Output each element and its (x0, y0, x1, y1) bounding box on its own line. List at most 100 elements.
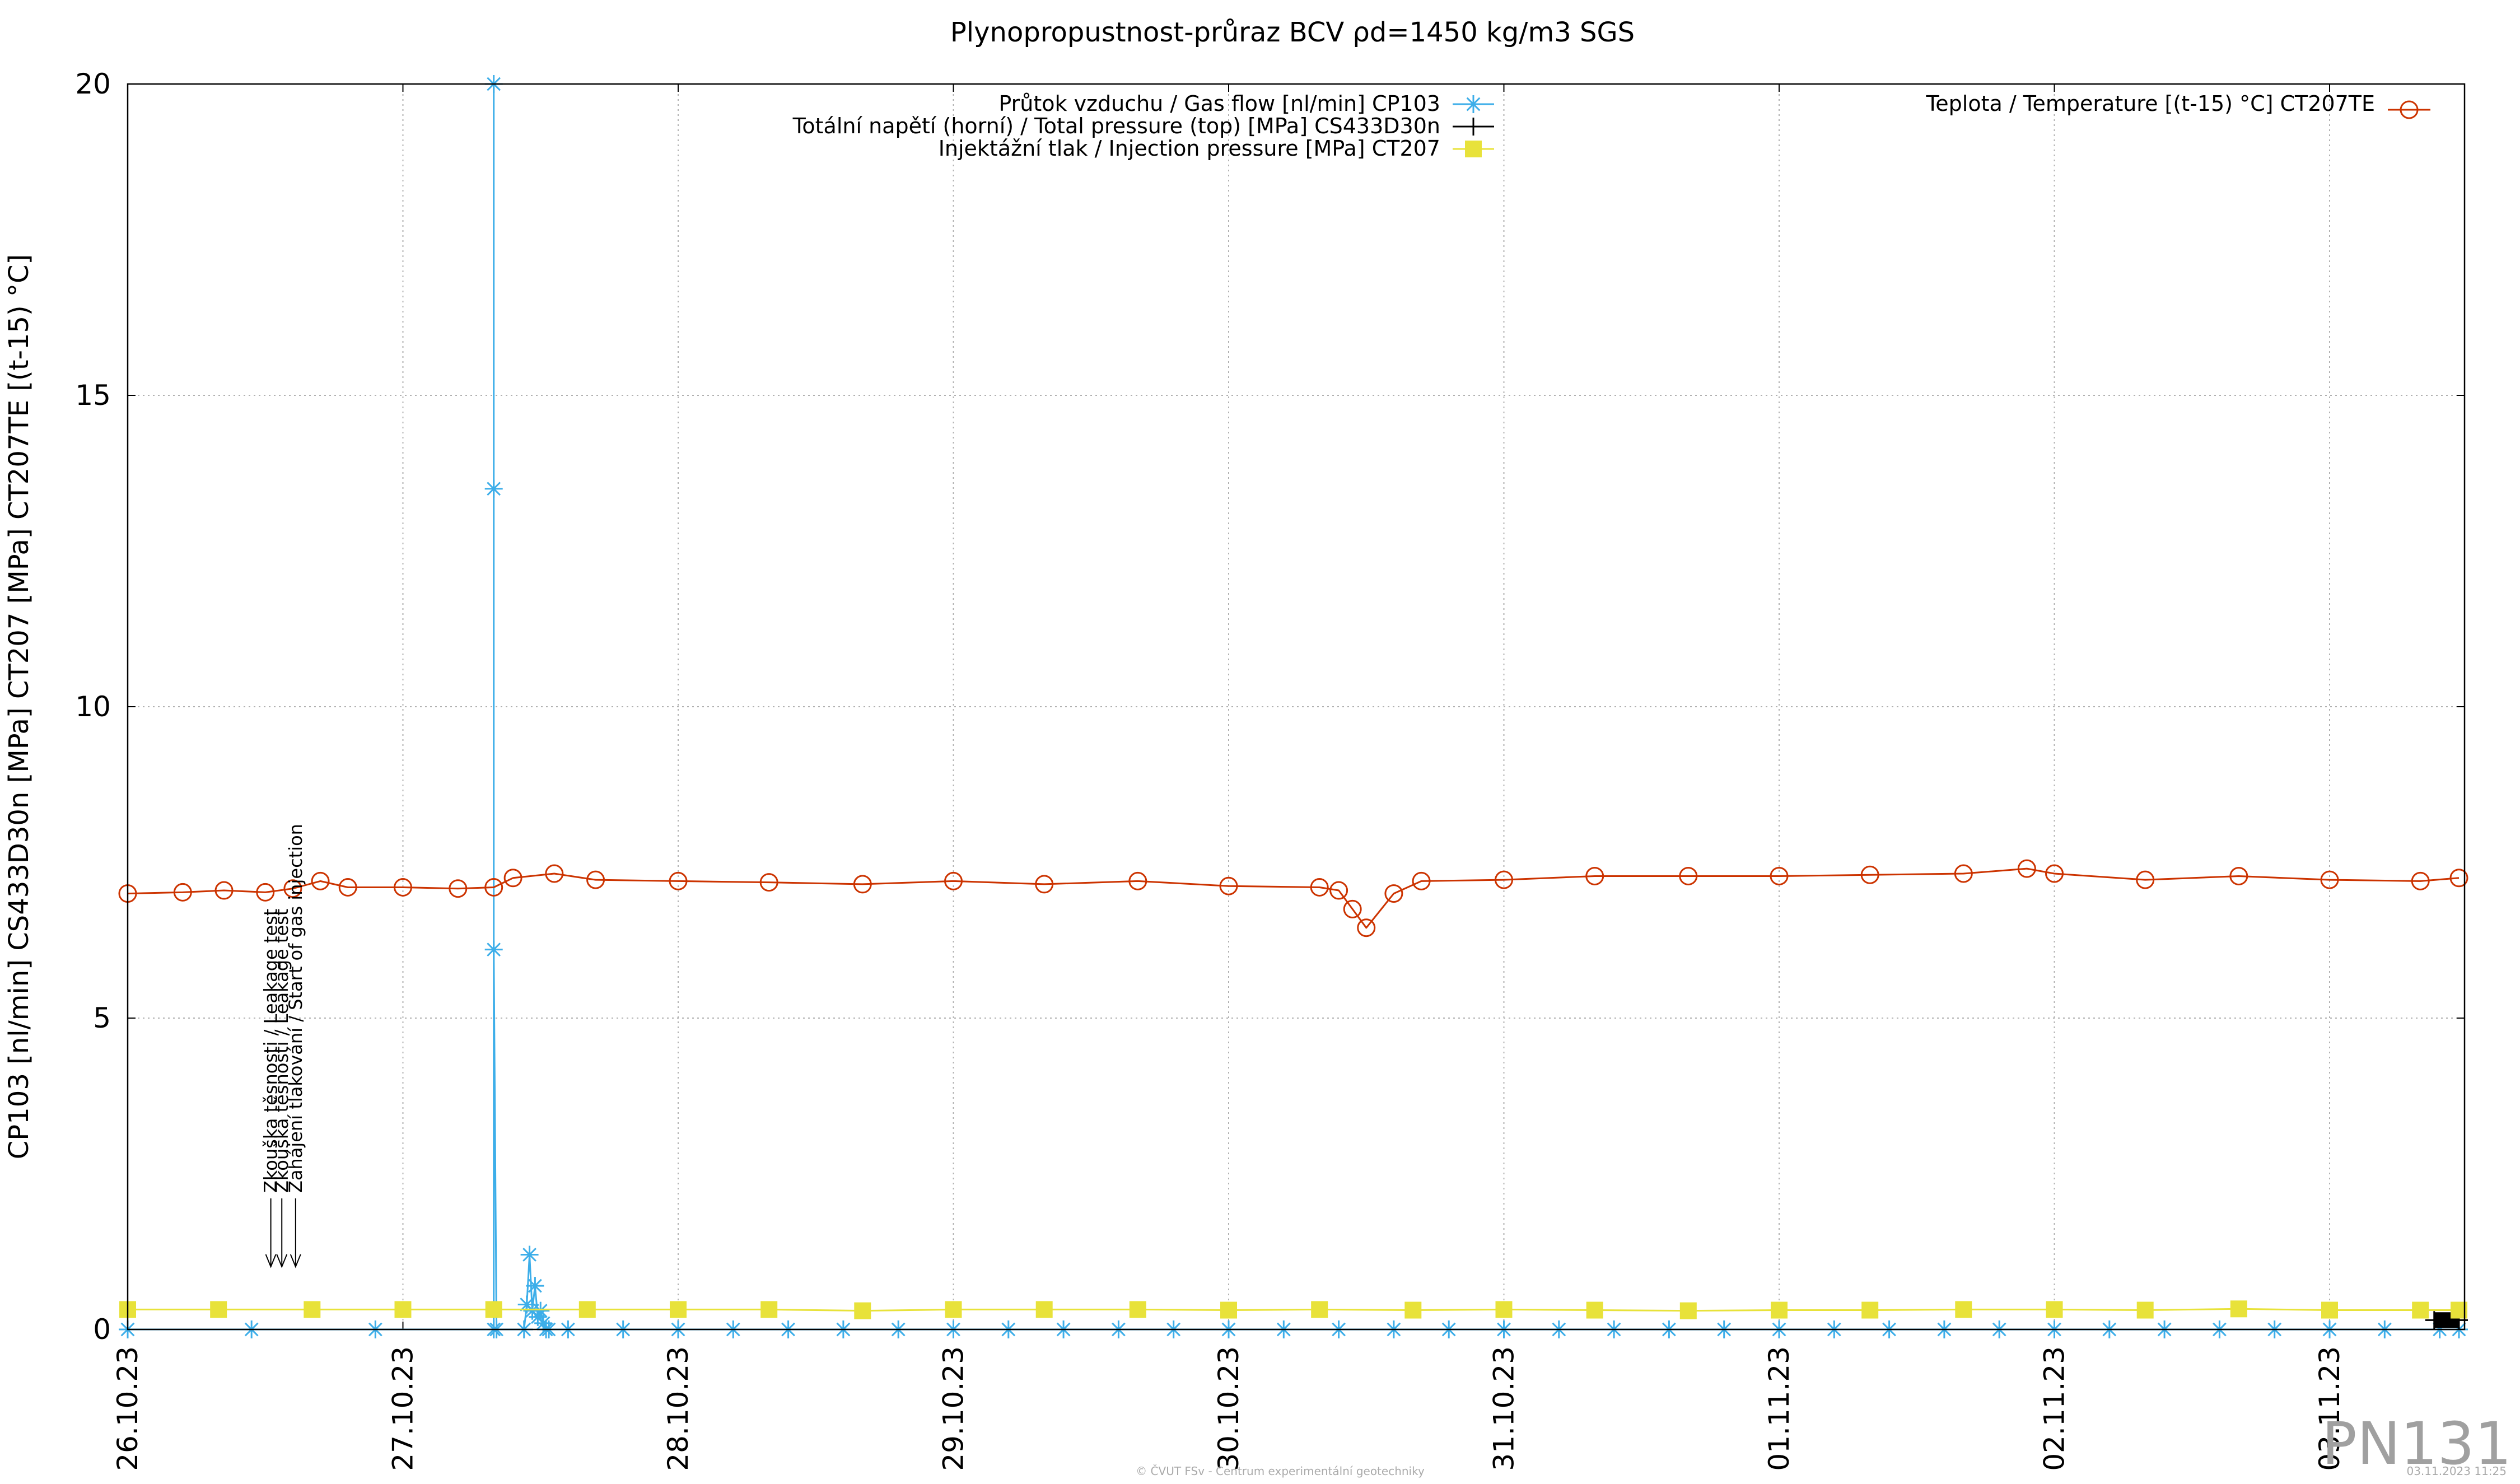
data-point-temperature (2411, 871, 2430, 890)
x-tick-label: 01.11.23 (1763, 1346, 1795, 1471)
legend: Průtok vzduchu / Gas flow [nl/min] CP103… (792, 91, 2430, 161)
data-point-injection-pressure (670, 1301, 687, 1318)
annotation: Zkouška těsnosti / Leakage test (260, 909, 282, 1268)
data-point-temperature (311, 871, 330, 890)
series-plus (2425, 1311, 2468, 1329)
marker-stroke (487, 942, 501, 957)
data-point-injection-pressure (578, 1301, 596, 1318)
x-tick-label: 26.10.23 (111, 1346, 144, 1471)
annotation-arrowhead (276, 1254, 288, 1268)
data-point-injection-pressure (1129, 1301, 1146, 1318)
y-tick-label: 10 (75, 690, 111, 723)
legend-label: Totální napětí (horní) / Total pressure … (792, 114, 1440, 138)
data-point-injection-pressure (1679, 1302, 1697, 1319)
data-point-injection-pressure (210, 1301, 227, 1318)
data-point-temperature (1357, 918, 1376, 937)
data-point-injection-pressure (1035, 1301, 1053, 1318)
data-point-total-pressure (2425, 1311, 2443, 1329)
data-point-temperature (2136, 870, 2155, 889)
data-point-temperature (944, 871, 963, 890)
data-point-gas-flow (531, 1301, 550, 1320)
data-point-temperature (1035, 875, 1054, 894)
plot-frame (127, 83, 2466, 1331)
data-point-temperature (503, 869, 522, 888)
data-point-injection-pressure (1311, 1301, 1328, 1318)
data-point-temperature (545, 864, 564, 883)
data-point-injection-pressure (1465, 141, 1482, 157)
data-point-temperature (1310, 878, 1329, 897)
annotation-arrowhead (290, 1254, 301, 1268)
data-point-temperature (1495, 870, 1513, 889)
data-point-temperature (1860, 865, 1879, 884)
data-point-injection-pressure (2046, 1301, 2063, 1318)
grid (127, 83, 2465, 1330)
data-point-injection-pressure (1955, 1301, 1972, 1318)
data-point-gas-flow (520, 1245, 539, 1264)
data-point-injection-pressure (1220, 1301, 1237, 1319)
data-point-total-pressure (1464, 118, 1482, 136)
legend-label: Injektážní tlak / Injection pressure [MP… (939, 136, 1440, 161)
x-tick-label: 02.11.23 (2038, 1346, 2071, 1471)
y-tick-labels: 0 5 10 15 20 (75, 68, 111, 1346)
data-point-temperature (2449, 869, 2468, 888)
series-line (127, 867, 2460, 929)
legend-label: Průtok vzduchu / Gas flow [nl/min] CP103 (998, 91, 1440, 116)
data-point-temperature (853, 875, 872, 894)
data-point-temperature (338, 878, 357, 897)
data-point-injection-pressure (2136, 1301, 2154, 1319)
data-point-temperature (394, 878, 412, 897)
data-point-injection-pressure (854, 1302, 871, 1319)
marker-stroke (533, 1304, 548, 1318)
data-point-injection-pressure (485, 1301, 502, 1318)
data-point-injection-pressure (394, 1301, 412, 1318)
data-point-injection-pressure (1861, 1301, 1879, 1319)
data-point-injection-pressure (1771, 1301, 1788, 1319)
x-tick-label: 03.11.23 (2313, 1346, 2346, 1471)
y-tick-label: 20 (75, 68, 111, 100)
footer-timestamp: 03.11.2023 11:25 (2406, 1464, 2507, 1478)
marker-stroke (487, 482, 501, 496)
y-axis-label: CP103 [nl/min] CS433D30n [MPa] CT207 [MP… (3, 254, 35, 1159)
x-tick-labels: 26.10.23 27.10.23 28.10.23 29.10.23 30.10.23… (111, 1346, 2346, 1471)
annotation-label: Zahájení tlakování / Start of gas inject… (285, 824, 306, 1193)
data-point-injection-pressure (2412, 1301, 2429, 1319)
data-point-injection-pressure (304, 1301, 321, 1318)
x-tick-label: 30.10.23 (1212, 1346, 1245, 1471)
data-point-temperature (256, 883, 275, 902)
data-point-temperature (1329, 881, 1348, 900)
data-point-temperature (2400, 100, 2419, 119)
y-tick-label: 0 (93, 1313, 111, 1346)
data-point-temperature (214, 881, 234, 900)
annotation: Zahájení tlakování / Start of gas inject… (285, 824, 306, 1268)
data-point-temperature (2045, 864, 2064, 883)
data-point-temperature (2229, 866, 2248, 885)
x-tick-label: 27.10.23 (387, 1346, 419, 1471)
data-point-temperature (1128, 871, 1147, 890)
data-point-injection-pressure (1404, 1301, 1422, 1319)
watermark: PN131 (2322, 1410, 2512, 1478)
marker-stroke (528, 1278, 542, 1293)
data-point-temperature (1412, 871, 1431, 890)
data-point-temperature (1585, 866, 1604, 885)
data-point-gas-flow (526, 1277, 544, 1295)
data-point-temperature (1770, 866, 1789, 885)
data-point-injection-pressure (1495, 1301, 1513, 1318)
annotation-label: Zkouška těsnosti / Leakage test (271, 909, 292, 1193)
data-point-gas-flow (1464, 95, 1482, 113)
data-point-temperature (484, 878, 503, 897)
data-point-temperature (2320, 870, 2339, 889)
x-tick-label: 29.10.23 (937, 1346, 970, 1471)
data-point-gas-flow (484, 940, 503, 959)
data-point-temperature (1954, 864, 1973, 883)
data-point-injection-pressure (760, 1301, 778, 1318)
data-point-temperature (1679, 866, 1698, 885)
data-point-gas-flow (484, 479, 503, 498)
marker-stroke (1466, 97, 1481, 111)
chart-title: Plynopropustnost-průraz BCV ρd=1450 kg/m… (950, 17, 1635, 48)
data-point-injection-pressure (945, 1301, 962, 1318)
data-point-temperature (1343, 899, 1362, 918)
y-tick-label: 15 (75, 379, 111, 412)
footer-copyright: © ČVUT FSv - Centrum experimentální geot… (1136, 1464, 1425, 1478)
